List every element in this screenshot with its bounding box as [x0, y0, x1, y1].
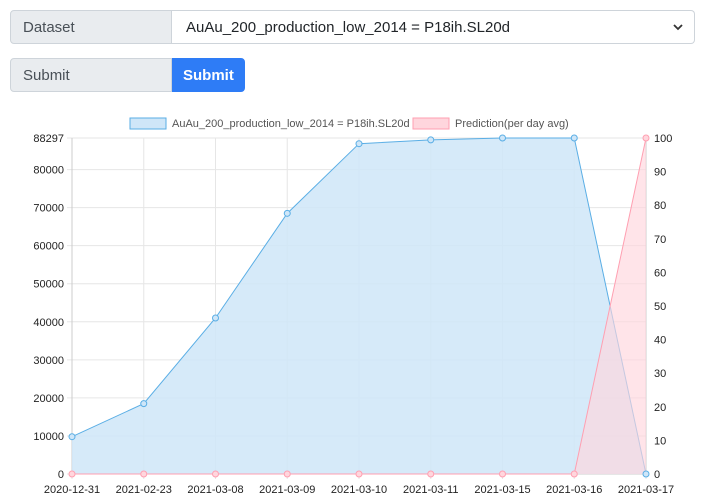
series-2-point[interactable]	[355, 470, 363, 478]
y-left-tick-label: 10000	[33, 431, 64, 443]
y-right-tick-label: 10	[654, 435, 666, 447]
y-right-tick-label: 60	[654, 267, 666, 279]
series-1-point[interactable]	[570, 134, 578, 142]
x-tick-label: 2020-12-31	[44, 484, 100, 496]
x-tick-label: 2021-03-08	[187, 484, 243, 496]
x-tick-label: 2021-03-16	[546, 484, 602, 496]
x-tick-label: 2021-03-10	[331, 484, 387, 496]
x-tick-label: 2021-02-23	[116, 484, 172, 496]
series-1-point[interactable]	[355, 140, 363, 148]
y-left-tick-labels: 0 10000 20000 30000 40000 50000 60000 70000 8000…	[33, 133, 64, 481]
y-left-tick-label: 80000	[33, 165, 64, 177]
series-2-point[interactable]	[570, 470, 578, 478]
series-2-area	[72, 138, 646, 474]
legend-label-series-2: Prediction(per day avg)	[455, 118, 569, 130]
submit-label: Submit	[10, 58, 172, 92]
series-1-point[interactable]	[499, 134, 506, 142]
series-2-point[interactable]	[140, 470, 148, 478]
series-2-point[interactable]	[427, 470, 435, 478]
series-1-point[interactable]	[212, 314, 219, 322]
y-left-tick-label: 88297	[33, 133, 64, 145]
y-left-tick-label: 50000	[33, 279, 64, 291]
dataset-label: Dataset	[10, 10, 172, 44]
y-left-tick-label: 70000	[33, 203, 64, 215]
y-right-tick-label: 40	[654, 335, 666, 347]
legend: AuAu_200_production_low_2014 = P18ih.SL2…	[129, 117, 569, 130]
y-right-tick-label: 90	[654, 167, 666, 179]
series-1-point[interactable]	[427, 136, 435, 144]
dataset-select[interactable]: AuAu_200_production_low_2014 = P18ih.SL2…	[172, 10, 695, 44]
series-2-point[interactable]	[283, 470, 291, 478]
y-right-tick-label: 100	[654, 133, 672, 145]
y-right-tick-label: 80	[654, 200, 666, 212]
legend-swatch-series-2	[412, 117, 450, 130]
y-left-tick-label: 60000	[33, 241, 64, 253]
chevron-down-icon	[673, 24, 683, 31]
y-right-tick-label: 50	[654, 301, 666, 313]
chart: AuAu_200_production_low_2014 = P18ih.SL2…	[33, 117, 674, 496]
x-tick-label: 2021-03-11	[403, 484, 458, 496]
dataset-select-value: AuAu_200_production_low_2014 = P18ih.SL2…	[186, 18, 511, 36]
series-2-point[interactable]	[68, 470, 76, 478]
series-points	[68, 134, 650, 478]
series-2-point[interactable]	[642, 134, 650, 142]
series-1-point[interactable]	[642, 470, 650, 478]
y-right-tick-label: 30	[654, 368, 666, 380]
x-tick-label: 2021-03-09	[259, 484, 315, 496]
series-1-point[interactable]	[68, 433, 76, 441]
submit-row: Submit Submit	[10, 58, 245, 92]
y-right-tick-label: 70	[654, 234, 666, 246]
series-1-point[interactable]	[140, 400, 148, 408]
series-2-point[interactable]	[212, 470, 219, 478]
y-left-tick-label: 40000	[33, 317, 64, 329]
y-left-tick-label: 20000	[33, 393, 64, 405]
dataset-row: Dataset AuAu_200_production_low_2014 = P…	[10, 10, 695, 44]
legend-label-series-1: AuAu_200_production_low_2014 = P18ih.SL2…	[172, 118, 410, 130]
y-left-tick-label: 0	[58, 469, 64, 481]
y-right-tick-label: 20	[654, 402, 666, 414]
legend-swatch-series-1	[129, 117, 167, 130]
x-tick-labels: 2020-12-31 2021-02-23 2021-03-08 2021-03-09…	[44, 484, 674, 496]
y-right-tick-label: 0	[654, 469, 660, 481]
x-tick-label: 2021-03-17	[618, 484, 674, 496]
y-right-tick-labels: 0 10 20 30 40 50 60 70 80 90 100	[654, 133, 672, 481]
series-2-point[interactable]	[499, 470, 506, 478]
y-left-tick-label: 30000	[33, 355, 64, 367]
series-1-point[interactable]	[283, 209, 291, 217]
submit-button[interactable]: Submit	[172, 58, 245, 92]
series-areas	[71, 137, 647, 475]
series-1-area	[72, 138, 646, 474]
x-tick-label: 2021-03-15	[474, 484, 530, 496]
